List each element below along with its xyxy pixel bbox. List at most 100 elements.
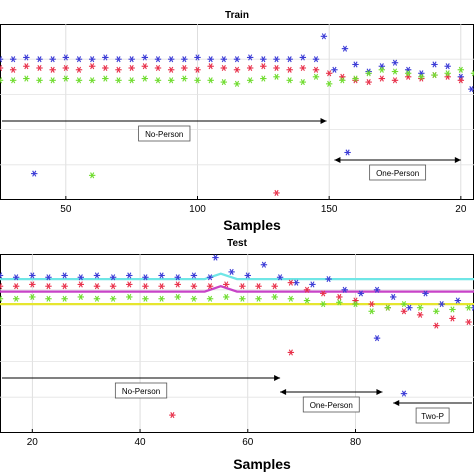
annotation-0: No-Person	[2, 375, 281, 399]
data-point-d1	[471, 304, 474, 309]
data-point-d2	[175, 274, 180, 281]
data-point	[309, 281, 316, 288]
data-point	[142, 283, 149, 290]
data-point-d2	[127, 281, 132, 288]
data-point-d2	[287, 66, 292, 73]
data-point	[220, 79, 228, 86]
data-point	[365, 70, 372, 77]
test-plot-area: 20 40 60 80 No-Person One-Person Two-P	[0, 254, 474, 448]
data-point	[373, 335, 381, 342]
data-point	[109, 295, 117, 302]
data-point-d2	[418, 304, 423, 311]
data-point	[31, 170, 38, 177]
data-point-d2	[213, 254, 218, 261]
train-x-axis-label: Samples	[223, 217, 281, 233]
data-point-d2	[345, 149, 350, 156]
data-point	[449, 306, 456, 313]
data-point-d2	[63, 75, 68, 82]
data-point	[167, 56, 175, 63]
series-2	[0, 66, 474, 179]
data-point	[220, 56, 228, 63]
data-point-d2	[78, 293, 83, 301]
data-point-d2	[207, 295, 213, 302]
data-point	[400, 390, 408, 397]
data-point-d2	[458, 77, 463, 84]
data-point	[109, 274, 117, 281]
test-x-axis-label: Samples	[233, 456, 291, 472]
data-point	[465, 318, 472, 326]
data-point	[239, 283, 246, 290]
data-point-d2	[466, 318, 471, 326]
data-point	[400, 308, 408, 315]
annotation-box	[415, 407, 450, 424]
data-point-d2	[337, 299, 342, 306]
annotation-arrow-head-right	[274, 375, 281, 381]
data-point	[141, 63, 149, 70]
data-point-d2	[50, 77, 55, 84]
x-tick-label: 150	[321, 204, 338, 215]
data-point-d2	[169, 77, 174, 84]
reference-line-0	[0, 272, 474, 281]
data-point-d2	[432, 71, 437, 79]
data-point-d1	[0, 66, 3, 72]
data-point	[93, 283, 101, 290]
series-1	[0, 63, 465, 197]
data-point-d2	[466, 304, 471, 311]
data-point-d2	[469, 86, 474, 93]
data-point	[75, 56, 83, 63]
data-point-d2	[24, 75, 29, 82]
data-point	[431, 71, 438, 79]
data-point-d2	[224, 293, 229, 301]
data-point-d2	[406, 70, 411, 77]
data-point-d2	[182, 75, 187, 82]
data-point	[181, 75, 188, 82]
data-point-d2	[37, 56, 42, 63]
data-point	[449, 315, 456, 322]
data-point-d2	[63, 54, 68, 61]
data-point	[207, 77, 214, 84]
data-point	[167, 66, 175, 73]
annotation-arrow-head-left	[334, 157, 341, 163]
data-point	[391, 59, 399, 66]
data-point-d2	[313, 56, 319, 63]
data-point-d2	[208, 56, 213, 63]
data-point-d2	[240, 295, 245, 302]
data-point	[174, 274, 181, 281]
data-point	[0, 56, 4, 63]
data-point-d2	[248, 77, 253, 84]
data-point	[255, 295, 262, 302]
x-tick-label: 50	[60, 204, 72, 215]
data-point	[341, 286, 348, 293]
x-tick-label: 20	[27, 437, 39, 448]
data-point-d2	[182, 64, 187, 72]
data-point-d2	[392, 59, 398, 66]
data-point	[260, 261, 268, 268]
data-point	[141, 54, 149, 61]
data-point	[154, 56, 162, 63]
data-point-d2	[337, 293, 342, 301]
data-point-d2	[304, 297, 310, 304]
data-point	[88, 56, 96, 63]
x-tick-label: 80	[350, 437, 362, 448]
data-point	[390, 293, 397, 301]
data-point-d2	[332, 66, 337, 73]
data-point	[0, 272, 4, 279]
data-point	[45, 295, 52, 302]
data-point	[339, 77, 346, 84]
data-point-d2	[445, 63, 450, 70]
data-point	[207, 56, 214, 63]
data-point	[12, 295, 20, 302]
data-point	[438, 301, 445, 308]
data-point-d2	[191, 283, 196, 290]
data-point	[260, 75, 267, 82]
data-point	[190, 295, 198, 302]
data-point-d2	[129, 77, 134, 84]
data-point-d2	[159, 272, 164, 279]
data-point-d2	[159, 295, 164, 302]
data-point	[312, 66, 320, 73]
data-point-d2	[274, 56, 279, 63]
data-point-d2	[0, 272, 3, 277]
data-point-d2	[62, 283, 67, 290]
data-point-d2	[450, 306, 455, 313]
